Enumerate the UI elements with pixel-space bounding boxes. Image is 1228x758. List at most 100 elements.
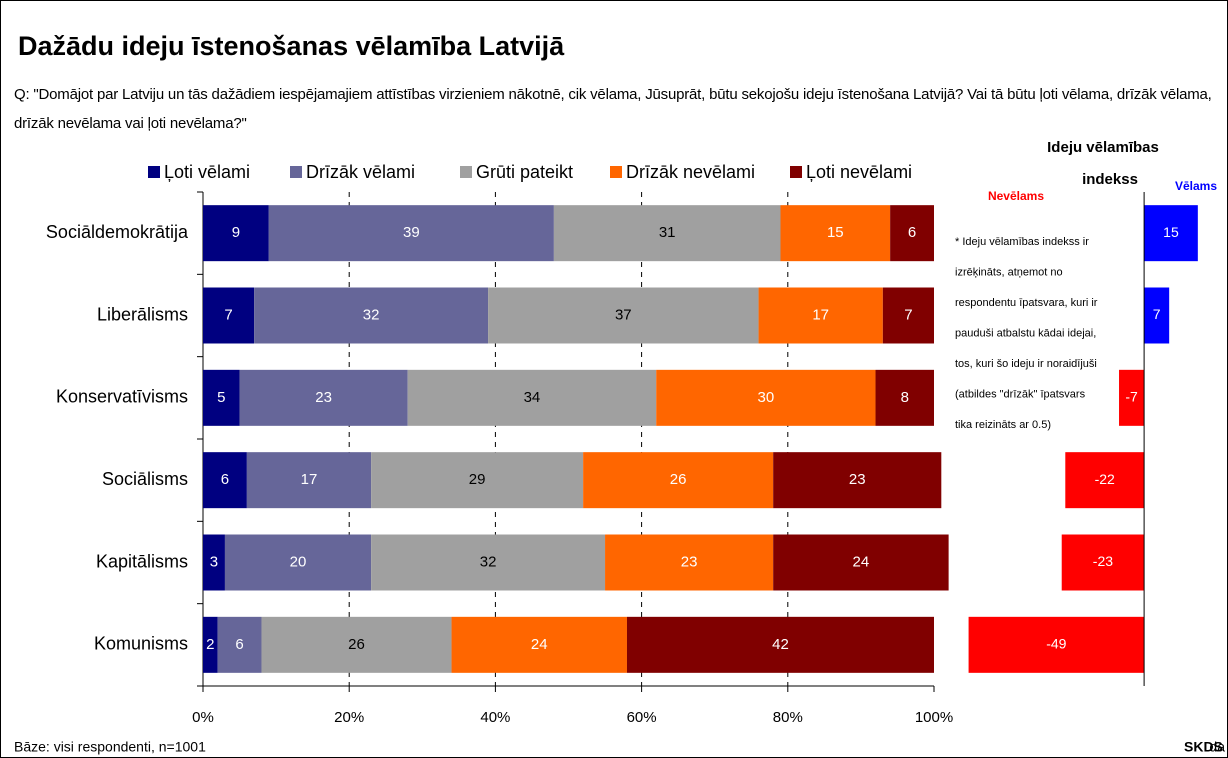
value-label: 7 <box>904 306 912 323</box>
bar-segment <box>780 205 891 262</box>
index-title: indekss <box>1082 171 1138 188</box>
legend-swatch <box>610 166 622 178</box>
index-value-label: 7 <box>1153 306 1161 322</box>
value-label: 23 <box>681 553 698 570</box>
value-label: 31 <box>659 224 676 241</box>
bar-segment <box>203 616 218 673</box>
value-label: 42 <box>772 636 789 653</box>
value-label: 7 <box>224 306 232 323</box>
index-bar <box>1144 205 1198 262</box>
value-label: 30 <box>758 389 775 406</box>
base-note: Bāze: visi respondenti, n=1001 <box>14 739 206 755</box>
bar-segment <box>203 452 247 509</box>
bar-segment <box>451 616 627 673</box>
value-label: 37 <box>615 306 632 323</box>
category-label: Sociālisms <box>102 469 188 489</box>
index-bar <box>1065 452 1145 509</box>
legend-swatch <box>790 166 802 178</box>
index-note: tika reizināts ar 0.5) <box>955 419 1051 431</box>
value-label: 20 <box>290 553 307 570</box>
category-label: Sociāldemokrātija <box>46 222 189 242</box>
bar-segment <box>268 205 554 262</box>
source: SKDS <box>1184 739 1223 755</box>
value-label: 9 <box>232 224 240 241</box>
index-note: pauduši atbalstu kādai idejai, <box>955 327 1096 339</box>
bar-segment <box>246 452 372 509</box>
bar-segment <box>773 534 949 591</box>
bar-segment <box>875 369 934 426</box>
value-label: 32 <box>363 306 380 323</box>
category-label: Komunisms <box>94 634 188 654</box>
bar-segment <box>203 287 255 344</box>
bar-segment <box>371 452 584 509</box>
index-bar <box>1144 287 1170 344</box>
x-tick-label: 100% <box>915 709 953 726</box>
index-note: respondentu īpatsvara, kuri ir <box>955 297 1098 309</box>
value-label: 26 <box>670 471 687 488</box>
value-label: 24 <box>853 553 870 570</box>
bar-segment <box>882 287 934 344</box>
value-label: 15 <box>827 224 844 241</box>
index-bar <box>968 616 1145 673</box>
value-label: 23 <box>315 389 332 406</box>
legend-label: Drīzāk nevēlami <box>626 162 755 182</box>
value-label: 8 <box>901 389 909 406</box>
x-tick-label: 60% <box>627 709 657 726</box>
bar-segment <box>217 616 262 673</box>
legend-label: Drīzāk vēlami <box>306 162 415 182</box>
value-label: 32 <box>480 553 497 570</box>
bar-segment <box>203 369 240 426</box>
value-label: 24 <box>531 636 548 653</box>
index-note: * Ideju vēlamības indekss ir <box>955 236 1089 248</box>
category-label: Liberālisms <box>97 304 188 324</box>
value-label: 39 <box>403 224 420 241</box>
bar-segment <box>254 287 489 344</box>
value-label: 6 <box>221 471 229 488</box>
bar-segment <box>656 369 876 426</box>
value-label: 5 <box>217 389 225 406</box>
value-label: 17 <box>301 471 318 488</box>
x-tick-label: 80% <box>773 709 803 726</box>
index-note: izrēķināts, atņemot no <box>955 266 1063 278</box>
positive-label: Vēlams <box>1175 179 1217 193</box>
value-label: 6 <box>235 636 243 653</box>
bar-segment <box>583 452 774 509</box>
legend-swatch <box>148 166 160 178</box>
index-note: tos, kuri šo ideju ir noraidījuši <box>955 358 1097 370</box>
x-tick-label: 20% <box>334 709 364 726</box>
value-label: 26 <box>348 636 365 653</box>
legend-swatch <box>460 166 472 178</box>
index-value-label: -22 <box>1095 471 1115 487</box>
category-label: Konservatīvisms <box>56 387 188 407</box>
legend-swatch <box>290 166 302 178</box>
bar-segment <box>407 369 657 426</box>
bar-segment <box>224 534 372 591</box>
value-label: 29 <box>469 471 486 488</box>
chart-title: Dažādu ideju īstenošanas vēlamība Latvij… <box>18 31 565 61</box>
value-label: 6 <box>908 224 916 241</box>
bar-segment <box>203 534 225 591</box>
bar-segment <box>605 534 774 591</box>
index-bar <box>1119 369 1145 426</box>
negative-label: Nevēlams <box>988 189 1044 203</box>
bar-segment <box>488 287 759 344</box>
source-rest: da <box>1209 739 1225 755</box>
index-bar <box>1061 534 1145 591</box>
value-label: 2 <box>206 636 214 653</box>
bar-segment <box>553 205 781 262</box>
question: Q: "Domājot par Latviju un tās dažādiem … <box>14 86 1212 132</box>
index-value-label: -7 <box>1125 389 1138 405</box>
index-value-label: -49 <box>1046 636 1066 652</box>
bar-segment <box>758 287 883 344</box>
bar-segment <box>890 205 934 262</box>
bar-segment <box>773 452 942 509</box>
index-title: Ideju vēlamības <box>1047 139 1159 156</box>
category-label: Kapitālisms <box>96 551 188 571</box>
legend-label: Grūti pateikt <box>476 162 573 182</box>
bar-segment <box>626 616 934 673</box>
legend-label: Ļoti vēlami <box>164 162 250 182</box>
index-value-label: 15 <box>1163 224 1179 240</box>
value-label: 34 <box>524 389 541 406</box>
